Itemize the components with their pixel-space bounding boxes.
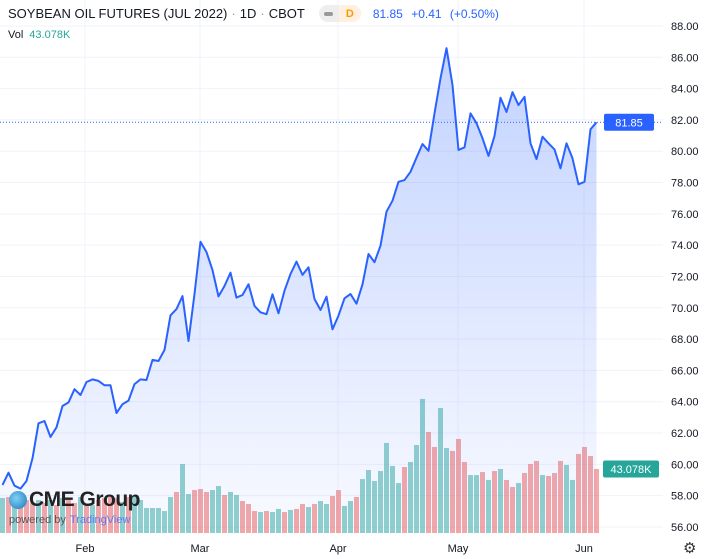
last-volume-badge: 43.078K [603,460,659,478]
volume-value: 43.078K [29,29,71,41]
x-tick-label: May [448,543,469,555]
y-tick-label: 60.00 [671,459,699,471]
symbol-title[interactable]: SOYBEAN OIL FUTURES (JUL 2022) [8,6,228,21]
y-tick-label: 56.00 [671,522,699,534]
x-tick-label: Mar [191,543,210,555]
market-status-pill[interactable]: D [318,5,361,22]
x-tick-label: Feb [76,543,95,555]
y-tick-label: 68.00 [671,334,699,346]
globe-icon [9,491,27,509]
y-tick-label: 66.00 [671,365,699,377]
price-line [1,47,598,490]
last-price-label: 81.85 [615,117,643,129]
chart-header: SOYBEAN OIL FUTURES (JUL 2022) · 1D · CB… [8,5,504,22]
y-tick-label: 64.00 [671,397,699,409]
price-area-fill [0,48,597,533]
y-tick-label: 82.00 [671,115,699,127]
gear-icon[interactable]: ⚙ [683,540,697,557]
price-axis[interactable]: 88.00 86.00 84.00 82.00 80.00 78.00 76.00 74.00… [671,21,699,534]
interval-label[interactable]: 1D [239,6,257,21]
y-tick-label: 86.00 [671,52,699,64]
y-tick-label: 58.00 [671,491,699,503]
delayed-badge: D [338,5,361,22]
price-change-percent: (+0.50%) [449,6,499,21]
last-price: 81.85 [372,6,403,21]
y-tick-label: 88.00 [671,21,699,33]
brand-name: CME Group [29,488,141,511]
y-tick-label: 76.00 [671,209,699,221]
y-tick-label: 78.00 [671,178,699,190]
y-tick-label: 74.00 [671,240,699,252]
y-tick-label: 70.00 [671,303,699,315]
y-tick-label: 84.00 [671,84,699,96]
volume-label: Vol [8,29,24,41]
x-tick-label: Jun [575,543,593,555]
separator: · [260,6,265,21]
y-tick-label: 80.00 [671,146,699,158]
last-volume-label: 43.078K [611,464,653,476]
minus-icon [319,5,339,22]
y-tick-label: 62.00 [671,428,699,440]
volume-legend: Vol 43.078K [8,29,70,41]
price-change: +0.41 [411,6,442,21]
last-price-badge: 81.85 [604,113,654,131]
powered-by-text: powered by [9,514,66,526]
separator: · [231,6,236,21]
exchange-label: CBOT [268,6,305,21]
x-tick-label: Apr [329,543,346,555]
y-tick-label: 72.00 [671,271,699,283]
cme-logo[interactable]: CME Group powered by TradingView [9,488,141,526]
quote: 81.85 +0.41 (+0.50%) [373,7,504,21]
tradingview-link[interactable]: TradingView [69,514,131,526]
time-axis[interactable]: Feb Mar Apr May Jun [76,543,593,555]
